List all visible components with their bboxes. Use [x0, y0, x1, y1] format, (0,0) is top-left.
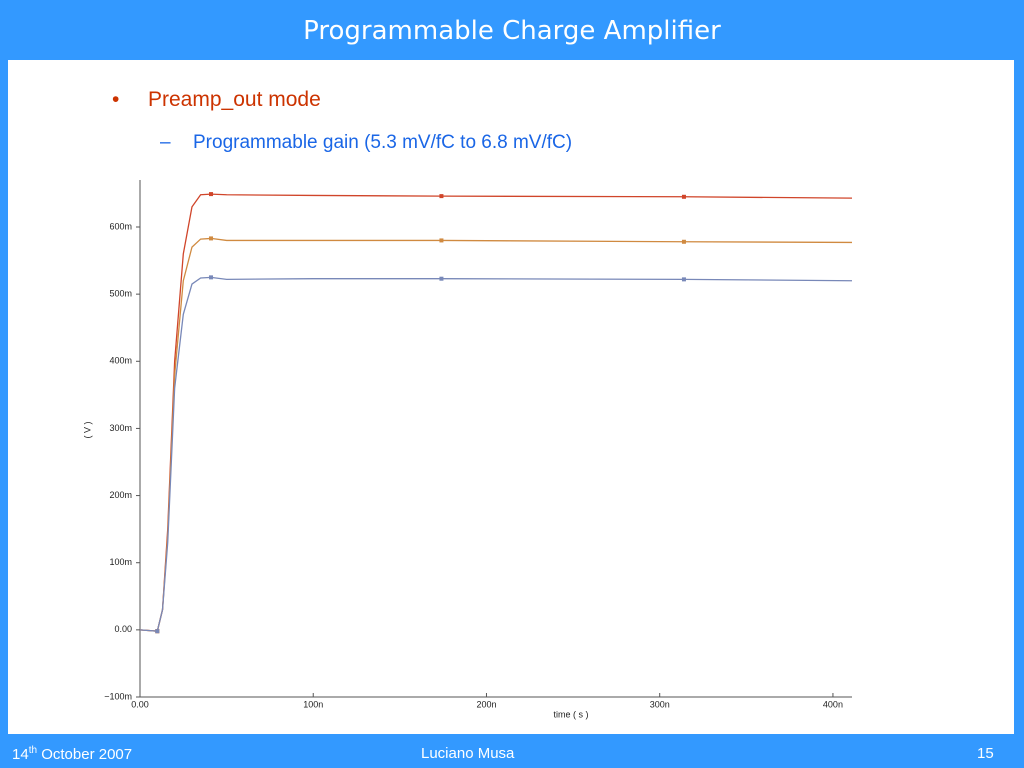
x-tick-label: 300n	[650, 699, 670, 709]
x-tick-label: 0.00	[131, 699, 149, 709]
date-suffix: th	[28, 745, 38, 756]
point-marker	[681, 277, 686, 282]
y-tick-label: 0.00	[114, 624, 132, 634]
bullet: •	[112, 88, 120, 111]
y-axis-label: ( V )	[82, 421, 92, 438]
point-marker	[439, 276, 444, 281]
point-marker	[209, 236, 214, 241]
y-tick-label: 500m	[109, 289, 132, 299]
bullet-text: Preamp_out mode	[148, 88, 321, 111]
series-line	[139, 193, 853, 632]
footer-author: Luciano Musa	[421, 745, 515, 762]
x-tick-label: 200n	[476, 699, 496, 709]
point-marker	[209, 275, 214, 280]
series-line	[139, 276, 853, 632]
y-tick-label: 600m	[109, 221, 132, 231]
date-rest: October 2007	[41, 746, 133, 763]
x-tick-label: 400n	[823, 699, 843, 709]
y-tick-label: 200m	[109, 490, 132, 500]
point-marker	[681, 239, 686, 244]
sub-bullet-text: Programmable gain (5.3 mV/fC to 6.8 mV/f…	[193, 132, 573, 153]
point-marker	[155, 629, 160, 634]
footer: 14th October 2007 Luciano Musa 15	[0, 736, 1024, 768]
point-marker	[439, 238, 444, 243]
x-axis-label: time ( s )	[554, 709, 589, 719]
y-tick-label: 300m	[109, 423, 132, 433]
point-marker	[681, 194, 686, 199]
slide-title: Programmable Charge Amplifier	[303, 16, 721, 46]
y-tick-label: 100m	[109, 557, 132, 567]
page-number: 15	[977, 745, 994, 762]
sub-bullet: –	[160, 132, 171, 153]
content: • Preamp_out mode – Programmable gain (5…	[8, 60, 1014, 734]
series-line	[139, 237, 853, 632]
y-tick-label: −100m	[104, 691, 132, 701]
point-marker	[439, 194, 444, 199]
footer-date: 14th October 2007	[12, 745, 132, 763]
x-tick-label: 100n	[303, 699, 323, 709]
y-tick-label: 400m	[109, 356, 132, 366]
date-day: 14	[12, 746, 29, 763]
point-marker	[209, 192, 214, 197]
